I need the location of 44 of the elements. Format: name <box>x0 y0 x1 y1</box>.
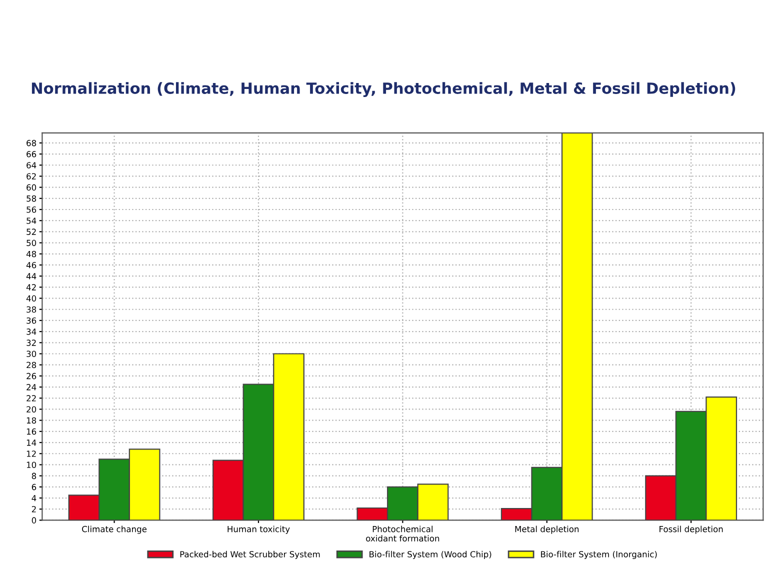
y-tick-label: 46 <box>26 262 36 268</box>
y-tick-label: 36 <box>26 317 36 324</box>
x-tick-label: Photochemical oxidant formation <box>366 526 440 542</box>
y-tick-label: 24 <box>26 384 36 390</box>
y-tick-label: 62 <box>26 173 36 180</box>
legend-label: Bio-filter System (Inorganic) <box>541 550 657 559</box>
y-tick-label: 10 <box>26 462 36 468</box>
y-tick-label: 32 <box>26 340 36 346</box>
y-tick-label: 12 <box>26 450 36 457</box>
x-tick-label: Human toxicity <box>228 526 290 534</box>
y-tick-label: 34 <box>26 328 36 335</box>
y-tick-label: 0 <box>32 517 36 524</box>
y-tick-label: 50 <box>26 240 36 246</box>
y-tick-label: 30 <box>26 350 36 358</box>
y-tick-label: 58 <box>26 195 36 202</box>
y-tick-label: 38 <box>26 306 36 313</box>
y-tick-label: 20 <box>26 406 36 413</box>
y-tick-label: 68 <box>26 140 36 146</box>
legend-label: Bio-filter System (Wood Chip) <box>370 550 492 559</box>
y-tick-label: 54 <box>26 218 36 224</box>
legend-label: Packed-bed Wet Scrubber System <box>180 550 320 559</box>
y-tick-label: 40 <box>26 295 36 302</box>
y-tick-label: 4 <box>32 495 36 502</box>
x-tick-label: Metal depletion <box>515 526 579 534</box>
y-tick-label: 28 <box>26 362 36 368</box>
y-tick-label: 48 <box>26 250 36 258</box>
y-tick-label: 18 <box>26 417 36 424</box>
chart-title: Normalization (Climate, Human Toxicity, Photochemical, Metal & Fossil Depletion) <box>32 82 736 98</box>
y-tick-label: 52 <box>26 228 36 235</box>
y-tick-label: 60 <box>26 184 36 191</box>
y-tick-label: 66 <box>26 151 36 158</box>
y-tick-label: 22 <box>26 395 36 402</box>
y-tick-label: 6 <box>32 484 36 490</box>
y-tick-label: 56 <box>26 206 36 213</box>
y-tick-label: 14 <box>26 440 36 446</box>
y-tick-label: 2 <box>32 506 36 512</box>
y-tick-label: 8 <box>32 472 36 480</box>
y-tick-label: 26 <box>26 372 36 380</box>
y-tick-label: 64 <box>26 162 36 168</box>
x-tick-label: Climate change <box>82 526 147 534</box>
y-tick-label: 42 <box>26 284 36 290</box>
y-tick-label: 16 <box>26 428 36 435</box>
y-tick-label: 44 <box>26 273 36 280</box>
x-tick-label: Fossil depletion <box>660 526 723 534</box>
